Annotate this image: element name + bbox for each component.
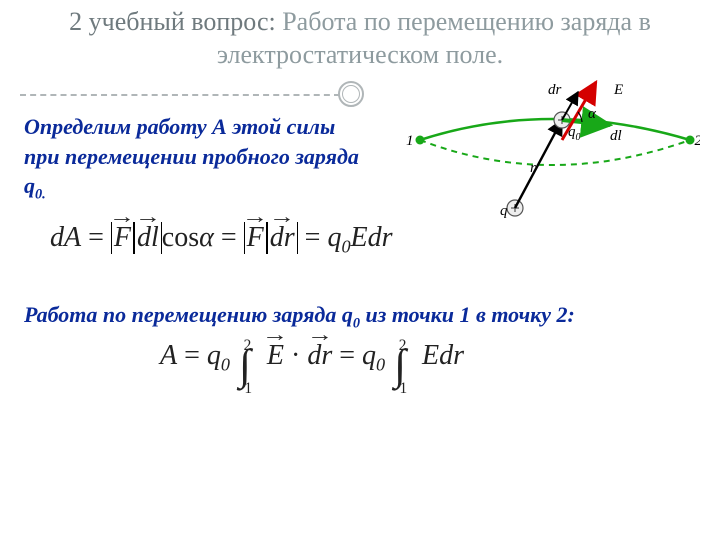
eq2-qsub2: 0 bbox=[376, 355, 385, 375]
eq1-dlvec: dl bbox=[137, 222, 159, 254]
slide: 2 учебный вопрос: Работа по перемещению … bbox=[0, 0, 720, 540]
eq2-Edr: Edr bbox=[422, 340, 464, 371]
eq1-dr: dr bbox=[368, 222, 393, 253]
intro-text: Определим работу А этой силы при перемещ… bbox=[24, 112, 364, 205]
p1-q: q bbox=[24, 173, 35, 198]
eq2-integral2: 2∫1 bbox=[394, 344, 406, 389]
equation-A: A = q0 2∫1 E · dr = q0 2∫1 Edr bbox=[160, 340, 464, 389]
eq2-int1-lo: 1 bbox=[244, 380, 252, 398]
field-diagram: 1 2 q r⃗ q0 dl⃗ E⃗ dr⃗ α bbox=[400, 80, 700, 230]
slide-title: 2 учебный вопрос: Работа по перемещению … bbox=[20, 6, 700, 71]
eq1-alpha: α bbox=[199, 222, 214, 253]
ring-inner-icon bbox=[342, 85, 360, 103]
label-E: E⃗ bbox=[613, 82, 635, 98]
eq2-int1-hi: 2 bbox=[244, 337, 252, 355]
eq2-eq1: = bbox=[177, 340, 207, 371]
label-dl: dl⃗ bbox=[610, 128, 633, 144]
p1-q-sub: 0. bbox=[35, 187, 46, 203]
eq1-qsub: 0 bbox=[341, 237, 350, 257]
p1-A: А bbox=[212, 114, 227, 139]
eq2-A: A bbox=[160, 340, 177, 371]
eq2-Evec: E bbox=[267, 340, 284, 372]
title-lead: 2 учебный вопрос: bbox=[69, 7, 276, 36]
label-q: q bbox=[500, 203, 508, 219]
eq1-absdr: dr bbox=[267, 222, 298, 254]
eq1-q: q bbox=[327, 222, 341, 253]
p2-post: из точки 1 в точку 2: bbox=[360, 302, 575, 327]
eq1-absF2: F bbox=[244, 222, 267, 254]
point-2 bbox=[686, 136, 695, 145]
eq1-eq2: = bbox=[214, 222, 244, 253]
eq1-eq3: = bbox=[298, 222, 328, 253]
eq1-drvec: dr bbox=[270, 222, 295, 254]
label-2: 2 bbox=[695, 133, 701, 149]
eq1-dA: dA bbox=[50, 222, 81, 253]
p2-pre: Работа по перемещению заряда bbox=[24, 302, 342, 327]
eq2-integral1: 2∫1 bbox=[239, 344, 251, 389]
eq1-absF: F bbox=[111, 222, 134, 254]
eq1-eq1: = bbox=[81, 222, 111, 253]
label-alpha: α bbox=[588, 106, 597, 122]
eq2-eq2: = bbox=[332, 340, 362, 371]
eq2-int2-lo: 1 bbox=[400, 380, 408, 398]
eq1-Fvec: F bbox=[114, 222, 131, 254]
point-1 bbox=[416, 136, 425, 145]
eq2-drvec: dr bbox=[307, 340, 332, 372]
eq1-Fvec2: F bbox=[247, 222, 264, 254]
equation-dA: dA = Fdlcosα = Fdr = q0Edr bbox=[50, 222, 393, 258]
work-text: Работа по перемещению заряда q0 из точки… bbox=[24, 300, 664, 334]
eq1-absdl: dl bbox=[134, 222, 162, 254]
eq2-q1: q bbox=[207, 340, 221, 371]
p1-pre: Определим работу bbox=[24, 114, 212, 139]
p2-q: q bbox=[342, 302, 353, 327]
eq2-q2: q bbox=[362, 340, 376, 371]
eq1-cos: cos bbox=[162, 222, 199, 253]
eq2-qsub1: 0 bbox=[221, 355, 230, 375]
eq1-E: E bbox=[351, 222, 368, 253]
p2-qsub: 0 bbox=[353, 315, 360, 331]
label-dr: dr⃗ bbox=[548, 82, 573, 98]
path-dashed bbox=[420, 140, 690, 165]
title-rest: Работа по перемещению заряда в электрост… bbox=[217, 7, 651, 69]
label-1: 1 bbox=[406, 133, 414, 149]
label-r: r⃗ bbox=[530, 160, 548, 176]
eq2-int2-hi: 2 bbox=[399, 337, 407, 355]
dashed-line bbox=[20, 94, 340, 96]
